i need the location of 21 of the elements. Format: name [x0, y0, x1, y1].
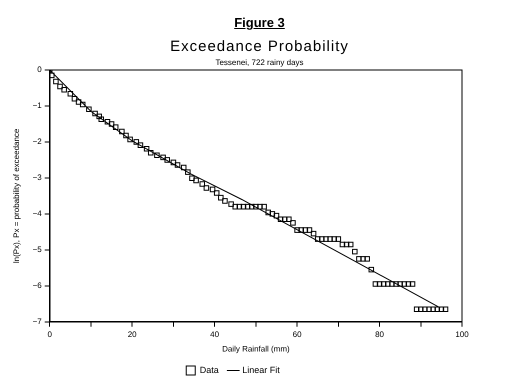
y-tick-label: −1: [32, 101, 42, 110]
y-axis-title: ln(Px), Px = probability of exceedance: [12, 128, 22, 264]
legend-label: Linear Fit: [242, 364, 280, 375]
y-tick-label: −3: [32, 173, 42, 182]
x-tick-label: 40: [210, 330, 220, 339]
y-tick-label: 0: [37, 65, 42, 74]
y-tick-label: −4: [32, 209, 42, 218]
y-tick-label: −6: [32, 281, 42, 290]
x-tick-label: 100: [455, 330, 470, 339]
x-tick-label: 60: [292, 330, 302, 339]
text: Tessenei, 722 rainy days: [214, 58, 305, 67]
y-tick-label: −2: [32, 137, 42, 146]
y-tick-label: −5: [32, 245, 42, 254]
x-tick-label: 80: [375, 330, 385, 339]
x-tick-label: 0: [47, 330, 52, 339]
x-tick-label: 20: [128, 330, 138, 339]
x-axis-title: Daily Rainfall (mm): [222, 344, 290, 354]
legend-label: Data: [200, 364, 219, 375]
chart-title: Figure 3: [233, 15, 286, 30]
chart-subtitle: Exceedance Probability: [169, 38, 350, 55]
y-tick-label: −7: [32, 317, 42, 326]
